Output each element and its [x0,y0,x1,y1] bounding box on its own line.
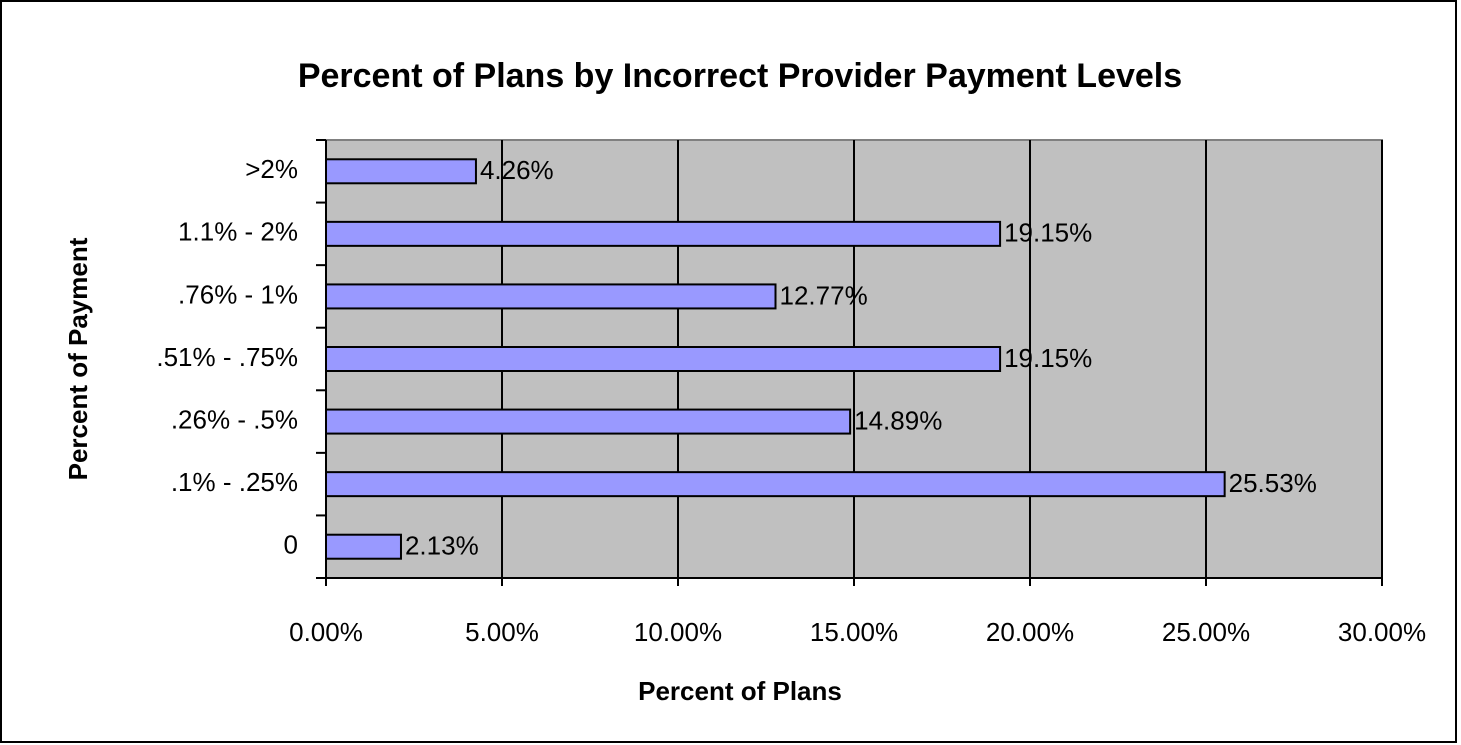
data-label: 4.26% [480,155,554,185]
data-label: 19.15% [1004,343,1092,373]
x-tick-label: 15.00% [810,617,898,647]
y-tick-label: >2% [245,154,298,184]
y-axis-label: Percent of Payment [63,237,93,480]
x-tick-label: 20.00% [986,617,1074,647]
x-tick-label: 10.00% [634,617,722,647]
data-label: 19.15% [1004,218,1092,248]
data-label: 2.13% [405,531,479,561]
x-tick-label: 25.00% [1162,617,1250,647]
bar [325,408,852,435]
x-tick-label: 30.00% [1338,617,1426,647]
y-tick-label: .1% - .25% [171,467,298,497]
y-tick-label: .26% - .5% [171,404,298,434]
data-label: 14.89% [854,405,942,435]
bar [325,471,1226,498]
y-tick-label: .76% - 1% [178,279,298,309]
bar [325,346,1002,372]
y-tick-label: .51% - .75% [156,342,298,372]
x-axis-label: Percent of Plans [638,676,842,706]
bar [325,283,777,310]
x-tick-label: 5.00% [465,617,539,647]
data-label: 12.77% [780,280,868,310]
bar [325,533,402,560]
y-tick-label: 1.1% - 2% [178,217,298,247]
x-tick-label: 0.00% [289,617,363,647]
data-label: 25.53% [1229,468,1317,498]
bar [325,158,477,185]
y-tick-label: 0 [284,530,298,560]
chart-title: Percent of Plans by Incorrect Provider P… [298,57,1182,95]
bar [325,220,1002,247]
